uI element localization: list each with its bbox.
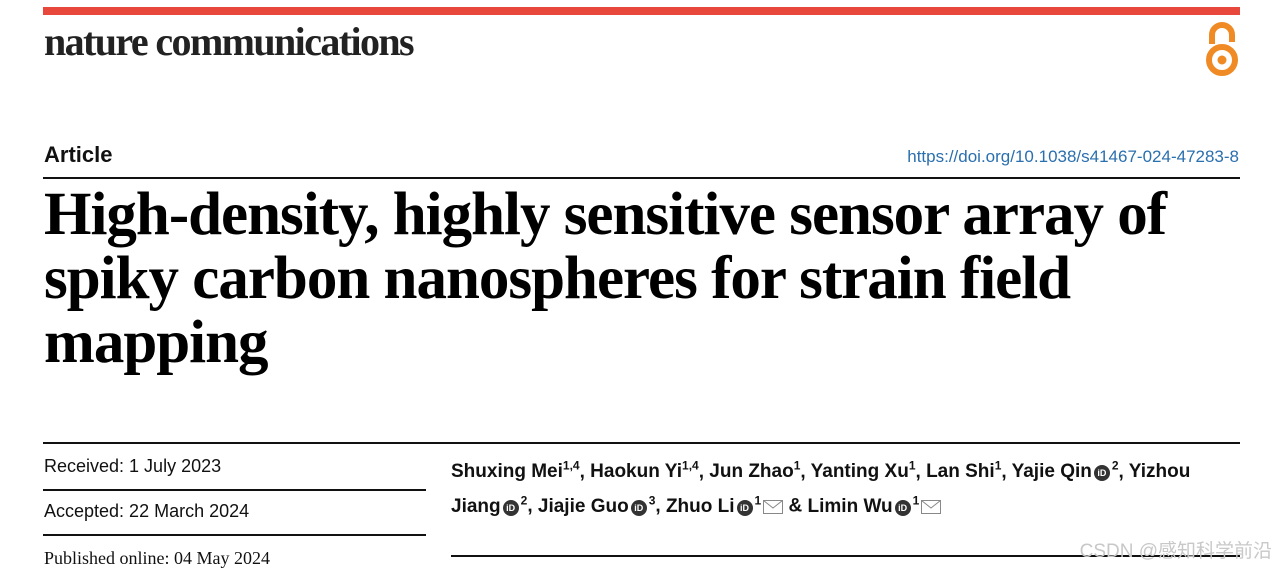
abstract-top-rule <box>451 555 1240 557</box>
metadata-separator <box>43 534 426 536</box>
orcid-icon[interactable]: iD <box>1093 465 1110 482</box>
article-title: High-density, highly sensitive sensor ar… <box>44 181 1167 376</box>
metadata-separator <box>43 489 426 491</box>
received-date: Received: 1 July 2023 <box>44 456 222 476</box>
mail-icon[interactable] <box>921 499 942 514</box>
author[interactable]: Lan Shi1 <box>926 459 1002 483</box>
title-top-rule <box>43 177 1240 179</box>
doi-link[interactable]: https://doi.org/10.1038/s41467-024-47283… <box>907 147 1239 166</box>
journal-logo: nature communications <box>44 19 415 64</box>
author[interactable]: Limin Wu iD1 <box>808 493 942 517</box>
metadata-top-rule <box>43 442 1240 444</box>
author[interactable]: Zhuo Li iD1 <box>666 493 784 517</box>
author[interactable]: Jiajie Guo iD3 <box>537 493 656 517</box>
orcid-icon[interactable]: iD <box>736 499 753 516</box>
author[interactable]: Yajie Qin iD2 <box>1011 459 1119 483</box>
mail-icon[interactable] <box>763 499 784 514</box>
author[interactable]: Jun Zhao1 <box>709 459 801 483</box>
author[interactable]: Yizhou Jiang iD2 <box>451 461 1191 517</box>
accepted-date: Accepted: 22 March 2024 <box>44 501 250 521</box>
author[interactable]: Haokun Yi1,4 <box>590 459 699 483</box>
author[interactable]: Shuxing Mei1,4 <box>451 459 580 483</box>
orcid-icon[interactable]: iD <box>630 499 647 516</box>
top-accent-bar <box>43 7 1240 15</box>
published-date: Published online: 04 May 2024 <box>44 548 270 568</box>
watermark: CSDN @感知科学前沿 <box>1079 541 1272 562</box>
article-type-label: Article <box>44 142 113 167</box>
orcid-icon[interactable]: iD <box>502 499 519 516</box>
open-access-icon <box>1206 22 1238 76</box>
orcid-icon[interactable]: iD <box>894 499 911 516</box>
author[interactable]: Yanting Xu1 <box>810 459 916 483</box>
author-list: Shuxing Mei1,4, Haokun Yi1,4, Jun Zhao1,… <box>451 459 1191 517</box>
